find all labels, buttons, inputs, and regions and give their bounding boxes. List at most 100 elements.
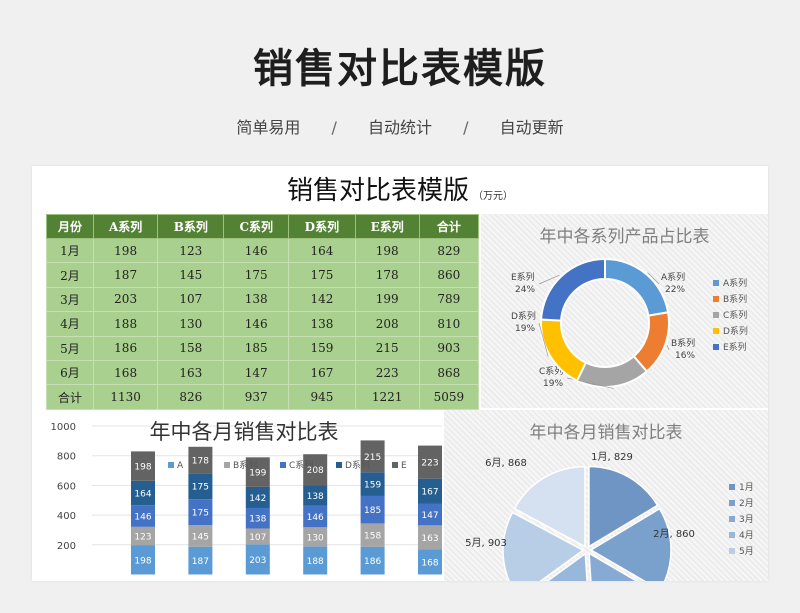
- bar-value-label: 168: [421, 559, 438, 569]
- legend-swatch: [224, 462, 230, 468]
- table-cell: 145: [157, 262, 225, 288]
- table-row: 2月 187 145 175 175 178 860: [46, 262, 480, 288]
- bar-segment: [245, 528, 270, 545]
- legend-label: E: [401, 461, 407, 471]
- chart-title: 年中各月销售对比表: [149, 420, 339, 444]
- table-cell: 810: [418, 311, 480, 337]
- slice-label: B系列: [671, 337, 695, 349]
- table-cell: 123: [157, 237, 225, 264]
- table-row: 5月 186 158 185 159 215 903: [46, 335, 480, 361]
- bar-segment: [131, 545, 155, 575]
- leader-line: [538, 322, 549, 357]
- table-cell: 2月: [46, 262, 94, 288]
- bar-segment: [188, 473, 213, 500]
- bar-segment: [418, 445, 442, 479]
- column-header: E系列: [354, 214, 420, 239]
- legend-label: 2月: [739, 498, 754, 509]
- bar-segment: [360, 546, 385, 575]
- leader-line: [538, 274, 560, 285]
- legend-swatch: [729, 500, 735, 506]
- bar-segment: [245, 486, 270, 508]
- bar-value-label: 188: [307, 557, 324, 567]
- table-row: 1月 198 123 146 164 198 829: [46, 237, 480, 264]
- tag-separator: /: [331, 118, 337, 137]
- table-cell: 146: [223, 237, 290, 264]
- bar-value-label: 178: [192, 457, 209, 467]
- legend-label: E系列: [723, 341, 747, 353]
- bar-segment: [188, 546, 213, 575]
- table-cell: 868: [418, 359, 480, 386]
- table-cell: 199: [354, 286, 420, 313]
- bar-value-label: 159: [364, 481, 381, 491]
- bar-value-label: 146: [307, 513, 324, 523]
- legend-swatch: [168, 462, 174, 468]
- bar-segment: [131, 505, 155, 527]
- slice-label: 5月, 903: [465, 537, 507, 549]
- pie-slice: [588, 552, 639, 581]
- slice-percent: 19%: [543, 379, 563, 389]
- table-cell: 188: [92, 311, 159, 337]
- legend-label: D系列: [723, 325, 748, 337]
- table-cell: 6月: [46, 359, 94, 386]
- legend-label: D系列: [345, 459, 370, 471]
- legend-label: 3月: [739, 514, 754, 525]
- bar-segment: [303, 527, 328, 547]
- bar-segment: [418, 478, 442, 504]
- leader-line: [647, 272, 660, 285]
- bar-value-label: 107: [249, 533, 266, 543]
- legend-swatch: [729, 532, 735, 538]
- table-cell: 215: [354, 335, 420, 361]
- table-row: 3月 203 107 138 142 199 789: [46, 286, 480, 313]
- bar-value-label: 147: [421, 511, 438, 521]
- slice-label: 2月, 860: [653, 528, 695, 540]
- tag-separator: /: [463, 118, 469, 137]
- bar-value-label: 203: [249, 556, 266, 566]
- table-cell: 175: [223, 262, 290, 288]
- slice-label: E系列: [511, 271, 535, 283]
- legend-label: B系列: [723, 293, 747, 305]
- table-cell: 1月: [46, 237, 94, 264]
- table-cell: 168: [92, 359, 159, 386]
- table-cell: 1130: [92, 384, 159, 410]
- table-cell: 198: [354, 237, 420, 264]
- bar-segment: [245, 544, 270, 575]
- monthly-share-chart: 年中各月销售对比表 1月, 829 2月, 860 5月, 903 6月, 868 1月…: [444, 410, 768, 581]
- bar-value-label: 138: [307, 492, 324, 502]
- table-cell: 187: [92, 262, 159, 288]
- series-share-chart: 年中各系列产品占比表 A系列 22% B系列 16% C系列 19% D系列 19% E系列 24…: [481, 214, 768, 408]
- table-cell: 4月: [46, 311, 94, 337]
- legend-swatch: [713, 328, 719, 334]
- column-header: A系列: [92, 214, 159, 239]
- pie-slice: [513, 465, 586, 548]
- table-cell: 178: [354, 262, 420, 288]
- table-cell: 142: [288, 286, 356, 313]
- bar-value-label: 199: [249, 469, 266, 479]
- table-cell: 826: [157, 384, 225, 410]
- bar-value-label: 208: [307, 466, 324, 476]
- slice-label: D系列: [511, 310, 536, 322]
- table-cell: 5月: [46, 335, 94, 361]
- bar-segment: [360, 440, 385, 473]
- table-cell: 5059: [418, 384, 480, 410]
- bar-segment: [303, 485, 328, 506]
- column-header: B系列: [157, 214, 225, 239]
- spreadsheet-preview: 销售对比表模版 （万元） 月份 A系列 B系列 C系列 D系列 E系列 合计 1月 198 123…: [32, 166, 768, 581]
- bar-segment: [245, 457, 270, 487]
- table-cell: 198: [92, 237, 159, 264]
- stacked-bar-chart: 1000 800 600 400 200 198 123 146 164 198 187 145 175…: [51, 422, 442, 575]
- column-header: C系列: [223, 214, 290, 239]
- table-cell: 147: [223, 359, 290, 386]
- bar-value-label: 186: [364, 557, 381, 567]
- legend-swatch: [336, 462, 342, 468]
- table-cell: 138: [223, 286, 290, 313]
- y-tick-label: 800: [57, 452, 76, 463]
- legend-swatch: [280, 462, 286, 468]
- legend-swatch: [713, 344, 719, 350]
- legend-label: 5月: [739, 546, 754, 557]
- table-cell: 829: [418, 237, 480, 264]
- sheet-unit: （万元）: [473, 191, 513, 202]
- bar-value-label: 198: [134, 556, 151, 566]
- bar-value-label: 167: [421, 488, 438, 498]
- pie-chart: 1月, 829 2月, 860 5月, 903 6月, 868 1月 2月 3月 4月 5月: [465, 451, 754, 581]
- bar-value-label: 163: [421, 534, 438, 544]
